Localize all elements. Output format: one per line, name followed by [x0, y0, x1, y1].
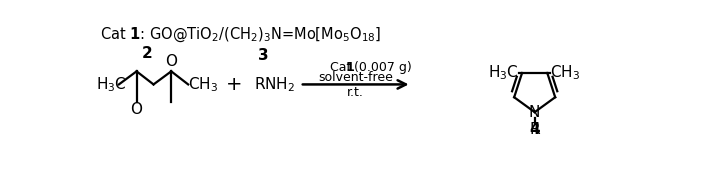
Text: Cat $\mathbf{1}$: GO@TiO$_2$/(CH$_2$)$_3$N=Mo[Mo$_5$O$_{18}$]: Cat $\mathbf{1}$: GO@TiO$_2$/(CH$_2$)$_3… [99, 26, 381, 44]
Text: 1: 1 [345, 61, 355, 74]
Text: r.t.: r.t. [348, 86, 364, 99]
Text: 2: 2 [142, 46, 153, 61]
Text: CH$_3$: CH$_3$ [550, 64, 580, 82]
Text: (0.007 g): (0.007 g) [350, 61, 412, 74]
Text: H$_3$C: H$_3$C [96, 75, 126, 94]
Text: O: O [165, 54, 177, 69]
Text: RNH$_2$: RNH$_2$ [254, 75, 294, 94]
Text: H$_3$C: H$_3$C [488, 64, 519, 82]
Text: N: N [529, 105, 540, 120]
Text: R: R [529, 122, 540, 137]
Text: O: O [131, 102, 143, 117]
Text: +: + [226, 75, 243, 94]
Text: solvent-free: solvent-free [318, 71, 393, 84]
Text: 3: 3 [257, 48, 268, 63]
Text: Cat.: Cat. [330, 61, 360, 74]
Text: 4: 4 [529, 122, 540, 137]
Text: CH$_3$: CH$_3$ [188, 75, 218, 94]
